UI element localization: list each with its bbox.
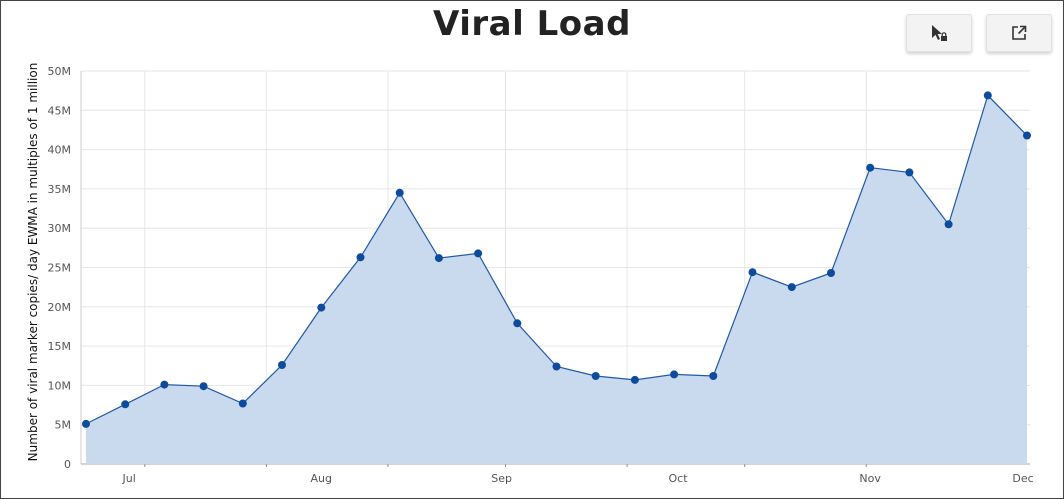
y-tick-label: 30M — [48, 222, 72, 235]
data-point[interactable] — [748, 268, 757, 277]
data-point[interactable] — [866, 163, 875, 172]
x-tick-label: Oct — [669, 472, 689, 485]
data-point[interactable] — [317, 303, 326, 312]
data-point[interactable] — [709, 372, 718, 380]
data-point[interactable] — [82, 419, 90, 428]
data-point[interactable] — [552, 362, 561, 371]
data-point[interactable] — [983, 91, 992, 100]
y-tick-label: 15M — [48, 340, 72, 353]
data-point[interactable] — [630, 375, 639, 384]
series-area — [86, 95, 1027, 465]
chart-title: Viral Load — [433, 4, 631, 44]
y-tick-label: 40M — [48, 144, 72, 157]
x-tick-label: Jul — [121, 472, 135, 485]
x-tick-label: Aug — [311, 472, 332, 485]
y-tick-label: 5M — [55, 419, 72, 432]
data-point[interactable] — [474, 249, 483, 258]
y-tick-label: 20M — [48, 301, 72, 314]
x-tick-label: Dec — [1012, 472, 1033, 485]
y-tick-label: 0 — [64, 458, 71, 471]
data-point[interactable] — [121, 400, 130, 409]
data-point[interactable] — [905, 168, 914, 177]
y-tick-label: 45M — [48, 104, 72, 117]
cursor-lock-icon — [932, 25, 947, 41]
y-tick-label: 35M — [48, 183, 72, 196]
x-tick-label: Nov — [859, 472, 881, 485]
data-point[interactable] — [787, 283, 796, 292]
y-tick-label: 10M — [48, 379, 72, 392]
data-point[interactable] — [278, 361, 286, 369]
select-tool-button[interactable] — [906, 14, 972, 52]
data-point[interactable] — [395, 188, 404, 197]
y-tick-label: 25M — [48, 262, 72, 275]
data-point[interactable] — [160, 380, 169, 389]
open-external-icon — [1012, 25, 1027, 40]
data-point[interactable] — [670, 370, 679, 379]
data-point[interactable] — [356, 253, 365, 262]
data-point[interactable] — [1023, 131, 1031, 140]
open-external-button[interactable] — [986, 14, 1052, 52]
data-point[interactable] — [827, 269, 835, 277]
x-tick-label: Sep — [491, 472, 512, 485]
data-point[interactable] — [238, 399, 247, 408]
data-point[interactable] — [513, 319, 522, 328]
y-tick-label: 50M — [48, 65, 72, 78]
data-point[interactable] — [944, 220, 953, 229]
data-point[interactable] — [199, 382, 208, 391]
data-point[interactable] — [434, 254, 443, 263]
data-point[interactable] — [591, 372, 600, 380]
